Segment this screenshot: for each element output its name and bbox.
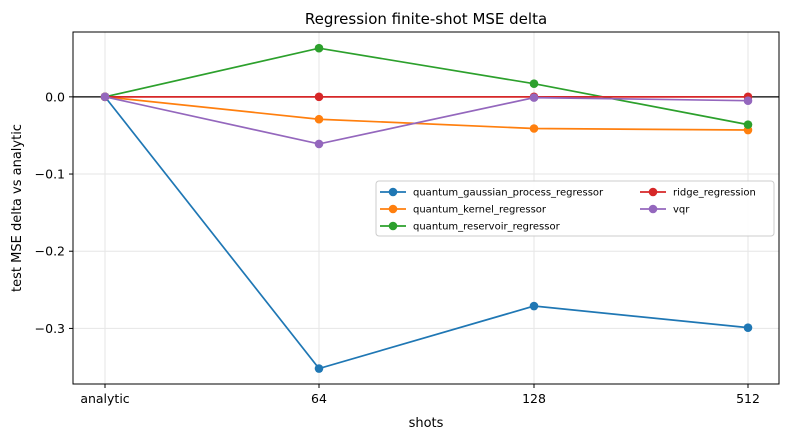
data-point: [314, 364, 324, 373]
x-tick-label: 512: [736, 391, 760, 406]
y-tick-label: 0.0: [45, 89, 65, 104]
legend-item: quantum_gaussian_process_regressor: [380, 188, 604, 199]
legend-marker: [388, 221, 398, 231]
legend-item: ridge_regression: [640, 188, 756, 199]
x-tick-label: 128: [522, 391, 546, 406]
legend-marker: [388, 187, 398, 197]
legend-item: quantum_kernel_regressor: [380, 205, 547, 216]
y-axis-ticks: 0.0 −0.1 −0.2 −0.3: [35, 89, 73, 336]
data-point: [529, 124, 539, 133]
y-tick-label: −0.1: [35, 167, 65, 182]
data-point: [100, 92, 110, 102]
legend-label: quantum_reservoir_regressor: [413, 222, 561, 233]
legend-item: vqr: [640, 205, 690, 216]
data-point: [529, 301, 539, 311]
series-line: [104, 96, 749, 370]
legend-item: quantum_reservoir_regressor: [380, 222, 561, 233]
x-tick-label: analytic: [80, 391, 129, 406]
legend-marker: [648, 187, 658, 197]
data-point: [743, 120, 753, 129]
x-tick-label: 64: [311, 391, 327, 406]
legend: quantum_gaussian_process_regressorquantu…: [375, 180, 775, 237]
y-tick-label: −0.2: [35, 244, 65, 259]
legend-label: vqr: [673, 205, 690, 216]
data-point: [529, 79, 539, 89]
data-point: [314, 43, 324, 53]
y-axis-label: test MSE delta vs analytic: [10, 124, 25, 292]
series-quantum_reservoir_regressor: [100, 43, 753, 129]
legend-marker: [388, 204, 398, 214]
legend-label: quantum_kernel_regressor: [413, 205, 547, 216]
x-axis-ticks: analytic 64 128 512: [80, 384, 760, 406]
data-point: [314, 92, 324, 102]
legend-label: ridge_regression: [673, 188, 756, 199]
legend-box: [375, 180, 775, 237]
series-line: [104, 47, 749, 126]
y-tick-label: −0.3: [35, 321, 65, 336]
plot-frame: [72, 31, 780, 385]
series-vqr: [100, 92, 753, 149]
data-point: [314, 114, 324, 124]
series-line: [104, 96, 749, 145]
series-group: [100, 43, 753, 373]
legend-label: quantum_gaussian_process_regressor: [413, 188, 604, 199]
data-point: [743, 323, 753, 332]
legend-marker: [648, 204, 658, 214]
data-point: [529, 93, 539, 102]
data-point: [743, 96, 753, 106]
series-line: [104, 95, 749, 131]
data-point: [314, 139, 324, 149]
chart-title: Regression finite-shot MSE delta: [305, 10, 547, 28]
x-axis-label: shots: [409, 416, 444, 431]
